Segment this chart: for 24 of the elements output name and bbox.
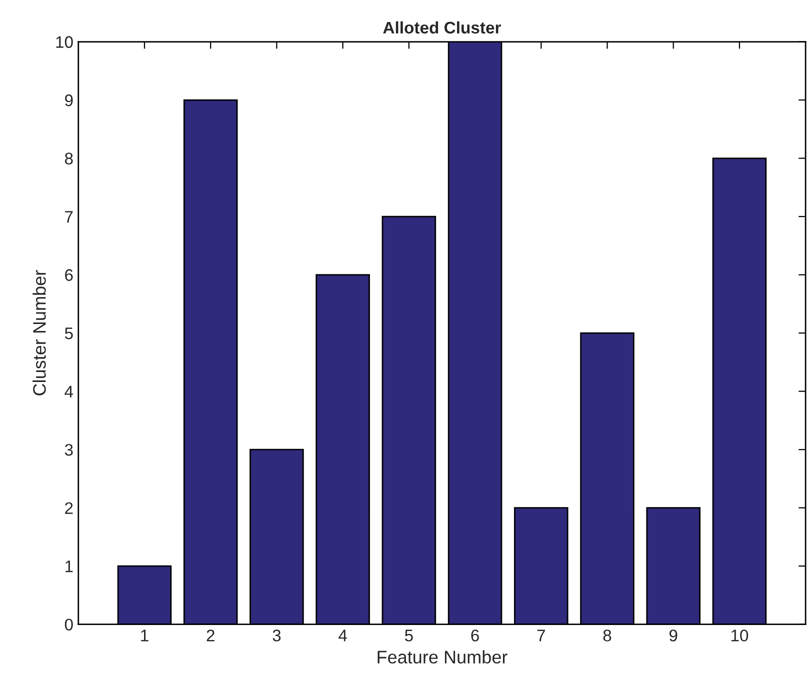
x-tick-label: 6: [471, 630, 479, 642]
y-tick-label: 4: [64, 386, 74, 398]
y-axis-title: Cluster Number: [32, 270, 46, 396]
y-tick-label: 3: [64, 444, 73, 456]
x-tick-label: 3: [272, 630, 281, 642]
x-tick-label: 2: [206, 630, 214, 642]
x-tick-label: 7: [537, 630, 545, 642]
chart-title: Alloted Cluster: [383, 21, 501, 34]
x-tick-label: 9: [670, 630, 678, 642]
y-tick-label: 2: [65, 502, 73, 514]
x-tick-label: 10: [731, 630, 748, 642]
y-tick-label: 5: [64, 328, 73, 340]
y-tick-label: 7: [65, 211, 73, 223]
y-tick-label: 0: [64, 618, 73, 631]
y-tick-label: 8: [64, 152, 73, 164]
y-tick-label: 10: [56, 36, 73, 48]
y-tick-label: 6: [65, 269, 73, 281]
y-tick-label: 9: [65, 94, 73, 106]
x-tick-label: 8: [603, 630, 612, 642]
x-tick-label: 1: [141, 630, 148, 642]
y-tick-label: 1: [66, 560, 73, 572]
x-tick-label: 5: [404, 630, 413, 642]
x-tick-label: 4: [338, 630, 347, 642]
x-axis-title: Feature Number: [378, 650, 508, 664]
